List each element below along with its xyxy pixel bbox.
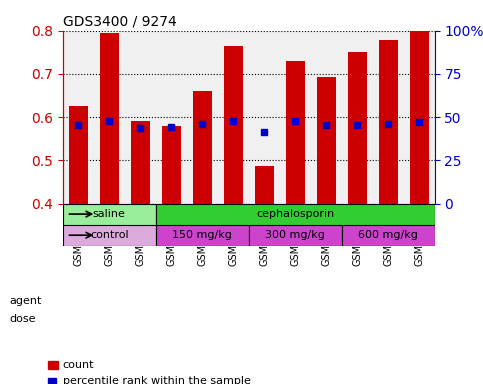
Bar xyxy=(348,52,367,204)
Text: percentile rank within the sample: percentile rank within the sample xyxy=(63,376,251,384)
Bar xyxy=(100,33,119,204)
FancyBboxPatch shape xyxy=(249,225,342,246)
Bar xyxy=(69,106,87,204)
Text: saline: saline xyxy=(93,209,126,219)
Bar xyxy=(379,40,398,204)
Text: cephalosporin: cephalosporin xyxy=(256,209,334,219)
Bar xyxy=(224,46,242,204)
FancyBboxPatch shape xyxy=(156,225,249,246)
Bar xyxy=(162,126,181,204)
Text: dose: dose xyxy=(10,314,36,324)
Text: agent: agent xyxy=(10,296,42,306)
Bar xyxy=(286,61,304,204)
Text: control: control xyxy=(90,230,128,240)
Bar xyxy=(255,166,273,204)
FancyBboxPatch shape xyxy=(63,225,156,246)
Bar xyxy=(410,31,428,204)
Text: GDS3400 / 9274: GDS3400 / 9274 xyxy=(63,14,177,28)
FancyBboxPatch shape xyxy=(342,225,435,246)
FancyBboxPatch shape xyxy=(63,204,156,225)
Bar xyxy=(131,121,150,204)
FancyBboxPatch shape xyxy=(156,204,435,225)
Bar xyxy=(193,91,212,204)
Bar xyxy=(317,78,336,204)
Text: 150 mg/kg: 150 mg/kg xyxy=(172,230,232,240)
Text: 300 mg/kg: 300 mg/kg xyxy=(265,230,325,240)
Text: 600 mg/kg: 600 mg/kg xyxy=(358,230,418,240)
Text: count: count xyxy=(63,360,94,370)
